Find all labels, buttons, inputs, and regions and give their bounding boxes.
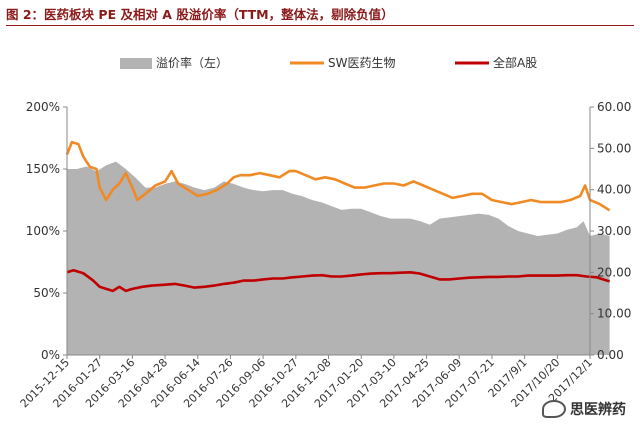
figure-title: 图 2：医药板块 PE 及相对 A 股溢价率（TTM，整体法，剔除负值） bbox=[6, 7, 394, 22]
right-tick-label: 50.00 bbox=[597, 141, 631, 155]
left-tick-label: 150% bbox=[26, 162, 60, 176]
series-line-sw-pharma bbox=[65, 140, 611, 212]
legend-label: SW医药生物 bbox=[328, 56, 395, 70]
right-tick-label: 0.00 bbox=[597, 348, 624, 362]
watermark: 思医辨药 bbox=[542, 399, 626, 419]
left-tick-label: 50% bbox=[33, 286, 60, 300]
left-tick-label: 200% bbox=[26, 100, 60, 114]
series-line-a-share bbox=[66, 269, 610, 293]
right-tick-label: 40.00 bbox=[597, 183, 631, 197]
wechat-icon bbox=[542, 400, 566, 418]
series-area-premium bbox=[67, 161, 610, 355]
legend: 溢价率（左） SW医药生物 全部A股 bbox=[120, 55, 537, 70]
legend-label: 溢价率（左） bbox=[156, 55, 228, 70]
right-tick-label: 60.00 bbox=[597, 100, 631, 114]
right-tick-label: 30.00 bbox=[597, 224, 631, 238]
title-divider bbox=[6, 25, 634, 26]
right-tick-label: 10.00 bbox=[597, 307, 631, 321]
left-tick-label: 100% bbox=[26, 224, 60, 238]
right-tick-label: 20.00 bbox=[597, 265, 631, 279]
legend-swatch-premium bbox=[120, 58, 152, 69]
legend-label: 全部A股 bbox=[493, 55, 537, 70]
left-tick-label: 0% bbox=[41, 348, 60, 362]
watermark-text: 思医辨药 bbox=[570, 402, 626, 418]
plot-area: 0% 50% 100% 150% 200% 0.00 10.00 20.00 30.00 40.0… bbox=[18, 100, 632, 410]
